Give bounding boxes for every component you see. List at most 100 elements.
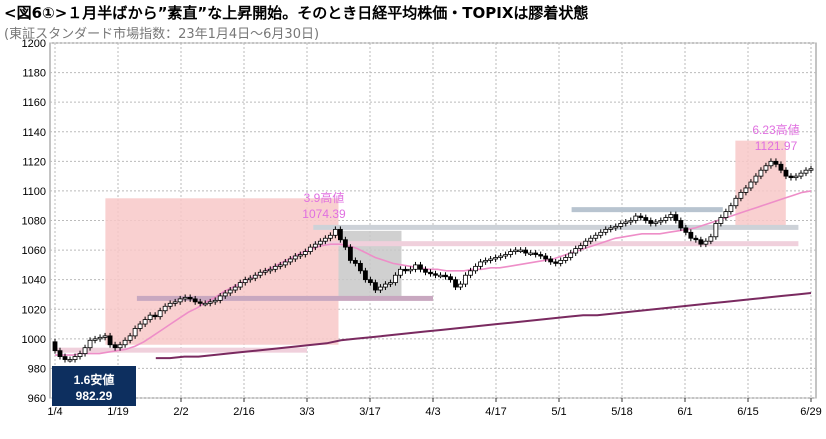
candle-body: [92, 338, 98, 341]
candle-body: [503, 254, 508, 257]
annotation-high2-value: 1121.97: [755, 139, 798, 153]
x-tick-label: 6/29: [800, 406, 821, 418]
candle-body: [498, 255, 503, 258]
candle-body: [778, 163, 784, 171]
x-tick-label: 4/17: [485, 406, 506, 418]
candle-body: [758, 169, 764, 177]
x-tick-label: 2/16: [233, 406, 254, 418]
candle-body: [227, 289, 233, 294]
candle-body: [438, 274, 443, 278]
candle-body: [107, 335, 113, 346]
candle-body: [678, 220, 684, 229]
candle-body: [167, 302, 173, 307]
candle-body: [297, 254, 303, 257]
candle-body: [633, 215, 639, 221]
chart-subtitle: (東証スタンダード市場指数：23年1月4日〜6月30日): [4, 27, 320, 42]
candle-body: [52, 341, 58, 352]
x-tick-label: 6/15: [737, 406, 758, 418]
candle-body: [553, 261, 559, 264]
candle-body: [753, 175, 759, 183]
candle-body: [588, 237, 594, 242]
candle-body: [207, 301, 213, 304]
candle-body: [212, 299, 218, 303]
candle-body: [132, 328, 138, 337]
candle-body: [247, 277, 253, 281]
candle-body: [618, 223, 624, 227]
candle-body: [352, 260, 358, 264]
candle-body: [433, 273, 438, 276]
candle-body: [302, 251, 308, 255]
highlight-zone: [735, 140, 786, 230]
candle-body: [773, 160, 779, 165]
x-tick-label: 2/2: [173, 406, 188, 418]
candles: [52, 158, 814, 363]
candle-body: [177, 298, 183, 303]
candle-body: [803, 169, 809, 174]
candle-body: [608, 227, 614, 230]
candle-body: [528, 252, 534, 255]
candle-body: [393, 274, 398, 284]
candle-body: [493, 257, 498, 260]
annotation-high2-label: 6.23高値: [752, 122, 799, 137]
candle-body: [533, 252, 539, 255]
candle-body: [663, 217, 669, 221]
candle-body: [182, 297, 188, 300]
candle-body: [708, 236, 714, 242]
candle-body: [798, 172, 804, 177]
y-tick-label: 960: [28, 393, 46, 405]
candle-body: [418, 264, 423, 270]
x-axis: 1/4 1/19 2/2 2/16 3/3 3/17 4/3 4/17 5/1 5/18 6/1 6/…: [47, 398, 822, 418]
candle-body: [728, 205, 734, 213]
candle-body: [222, 292, 228, 297]
candle-body: [373, 282, 378, 291]
candle-body: [668, 214, 674, 218]
candle-body: [312, 243, 318, 248]
candle-body: [748, 181, 754, 189]
candle-body: [332, 228, 338, 236]
candle-body: [643, 217, 649, 221]
candle-body: [523, 249, 529, 254]
candle-body: [282, 261, 288, 266]
candle-body: [257, 271, 263, 276]
candle-body: [262, 270, 268, 273]
candle-body: [337, 228, 343, 241]
candle-body: [688, 231, 694, 239]
candle-body: [793, 175, 799, 179]
candle-body: [428, 271, 433, 275]
candle-body: [82, 347, 88, 355]
y-tick-label: 980: [28, 363, 46, 375]
level-band: [571, 207, 723, 213]
candle-body: [443, 274, 448, 278]
annotation-low-box: [52, 366, 136, 406]
candle-body: [738, 191, 744, 199]
y-tick-label: 1200: [22, 38, 46, 50]
candle-body: [202, 302, 208, 306]
candle-body: [548, 258, 554, 263]
candle-body: [413, 264, 418, 270]
candle-body: [117, 344, 123, 349]
candle-body: [327, 234, 333, 239]
y-tick-label: 1140: [22, 127, 46, 139]
candle-body: [538, 254, 544, 257]
candle-body: [383, 283, 388, 288]
candle-body: [147, 314, 153, 321]
candle-body: [623, 221, 629, 224]
candle-body: [543, 255, 549, 260]
candle-body: [292, 255, 298, 260]
candle-body: [693, 237, 699, 241]
candle-body: [733, 197, 739, 207]
candle-body: [698, 239, 704, 245]
candle-body: [67, 359, 73, 362]
level-band: [313, 224, 799, 230]
level-band: [136, 295, 433, 301]
candle-body: [403, 268, 408, 272]
candle-body: [122, 339, 128, 346]
candle-body: [658, 220, 664, 223]
candle-body: [583, 240, 589, 247]
candle-body: [232, 286, 238, 291]
candle-body: [267, 268, 273, 272]
candle-body: [453, 279, 458, 288]
x-tick-label: 3/17: [359, 406, 380, 418]
x-tick-label: 5/1: [551, 406, 566, 418]
candle-body: [187, 297, 193, 300]
